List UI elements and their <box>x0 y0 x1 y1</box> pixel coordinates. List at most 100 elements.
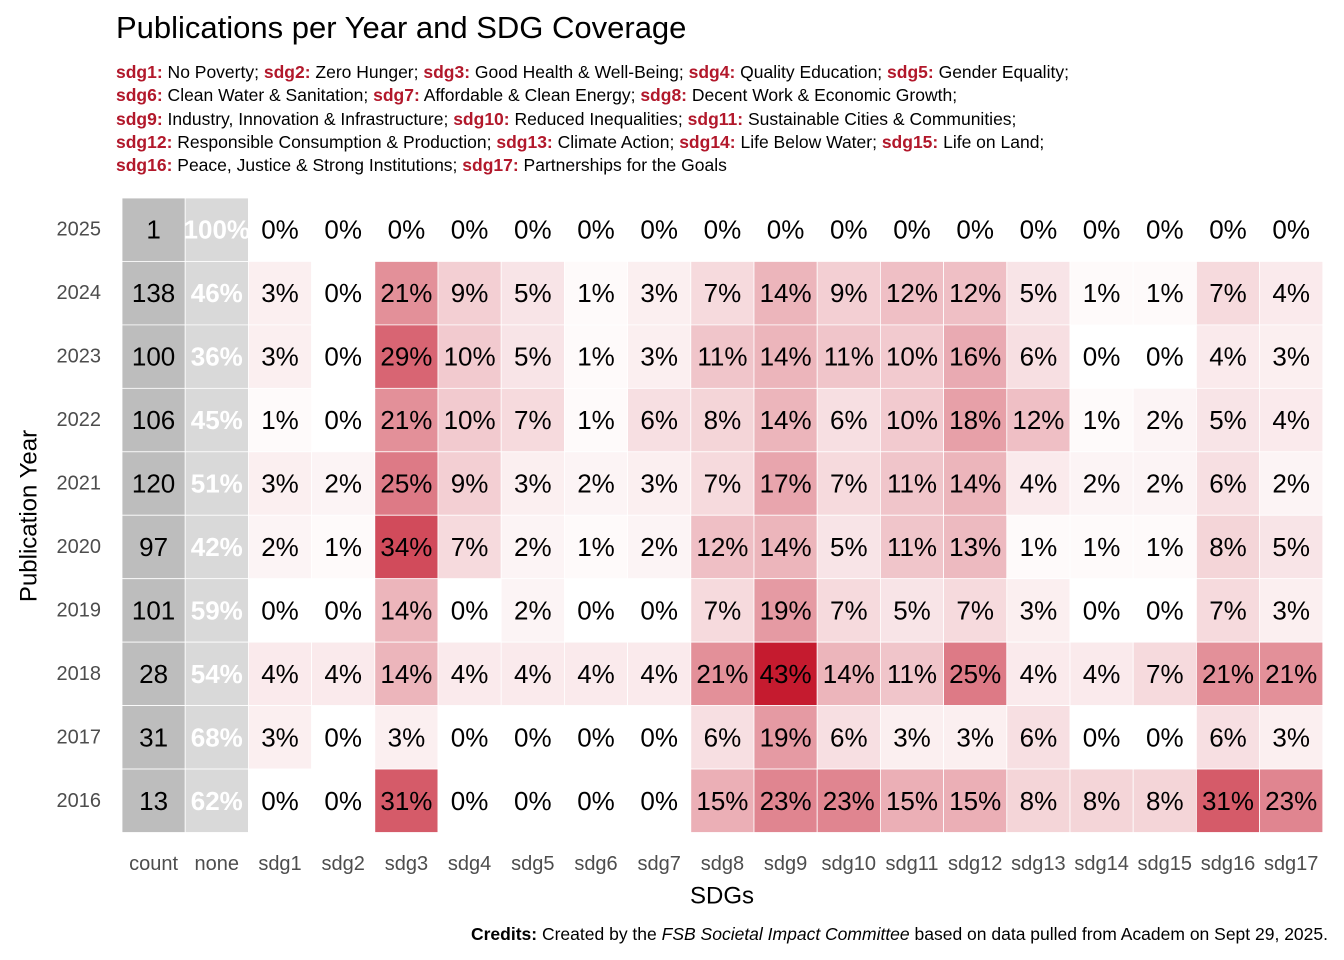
heat-cell <box>500 261 565 326</box>
cell-label: 3% <box>514 469 552 499</box>
sdg-code: sdg13: <box>496 131 553 152</box>
cell-label: 3% <box>261 342 299 372</box>
sdg-name: Climate Action; <box>552 131 680 152</box>
year-tick-label: 2022 <box>57 409 102 431</box>
none-label: 59% <box>191 595 243 625</box>
heat-cell <box>437 768 502 833</box>
cell-label: 5% <box>514 278 552 308</box>
cell-label: 0% <box>893 215 931 245</box>
heat-cell <box>943 705 1008 770</box>
column-tick-label: none <box>195 853 240 875</box>
sdg-legend-line: sdg16: Peace, Justice & Strong Instituti… <box>116 154 1069 177</box>
none-cell <box>184 451 249 516</box>
cell-label: 2% <box>1146 469 1184 499</box>
heat-cell <box>1196 324 1261 389</box>
sdg-code: sdg1: <box>116 62 163 82</box>
heat-cell <box>1132 324 1197 389</box>
cell-label: 12% <box>696 532 748 562</box>
cell-label: 6% <box>830 405 868 435</box>
heat-cell <box>753 768 818 833</box>
cell-label: 5% <box>1209 405 1247 435</box>
count-cell <box>121 197 186 262</box>
cell-label: 0% <box>514 786 552 816</box>
cell-label: 17% <box>760 469 812 499</box>
heat-cell <box>753 197 818 262</box>
none-label: 45% <box>191 405 243 435</box>
cell-label: 25% <box>380 469 432 499</box>
heat-cell <box>1069 324 1134 389</box>
sdg-name: Responsible Consumption & Production; <box>172 131 497 152</box>
cell-label: 14% <box>380 659 432 689</box>
cell-label: 19% <box>760 722 812 752</box>
cell-label: 8% <box>704 405 742 435</box>
heat-cell <box>374 578 439 643</box>
cell-label: 43% <box>760 659 812 689</box>
sdg-legend-text: sdg1: No Poverty; sdg2: Zero Hunger; sdg… <box>116 61 1069 177</box>
none-cell <box>184 641 249 707</box>
cell-label: 4% <box>451 659 489 689</box>
cell-label: 0% <box>1272 215 1310 245</box>
cell-label: 31% <box>1202 786 1254 816</box>
column-tick-label: sdg5 <box>511 853 554 875</box>
none-cell <box>184 578 249 643</box>
cell-label: 0% <box>324 786 362 816</box>
cell-label: 0% <box>577 786 615 816</box>
heat-cell <box>311 768 376 833</box>
cell-label: 14% <box>760 342 812 372</box>
heat-cell <box>247 261 312 326</box>
heat-cell <box>627 641 692 707</box>
cell-label: 7% <box>704 595 742 625</box>
heat-cell <box>1069 578 1134 643</box>
cell-label: 0% <box>261 786 299 816</box>
cell-label: 7% <box>1209 278 1247 308</box>
cell-label: 21% <box>1202 659 1254 689</box>
cell-label: 0% <box>324 722 362 752</box>
none-label: 46% <box>191 278 243 308</box>
cell-label: 14% <box>380 595 432 625</box>
heat-cell <box>247 514 312 580</box>
cell-label: 1% <box>577 342 615 372</box>
heat-cell <box>943 261 1008 326</box>
column-tick-label: sdg10 <box>822 853 877 875</box>
none-label: 36% <box>191 342 243 372</box>
year-tick-label: 2016 <box>57 790 102 812</box>
heat-cell <box>564 705 629 770</box>
heat-cell <box>1259 324 1324 389</box>
cell-label: 0% <box>451 215 489 245</box>
cell-label: 1% <box>1083 405 1121 435</box>
heat-cell <box>1006 768 1071 833</box>
heat-cell <box>753 451 818 516</box>
cell-label: 29% <box>380 342 432 372</box>
cell-label: 6% <box>704 722 742 752</box>
sdg-name: Life on Land; <box>938 131 1045 152</box>
cell-label: 11% <box>697 342 747 372</box>
cell-label: 7% <box>956 595 994 625</box>
heat-cell <box>943 324 1008 389</box>
heat-cell <box>564 387 629 453</box>
cell-label: 2% <box>324 469 362 499</box>
credits-org: FSB Societal Impact Committee <box>661 924 910 944</box>
heat-cell <box>374 705 439 770</box>
cell-label: 0% <box>261 595 299 625</box>
cell-label: 5% <box>514 342 552 372</box>
heat-cell <box>500 768 565 833</box>
year-tick-label: 2023 <box>57 346 102 368</box>
cell-label: 0% <box>261 215 299 245</box>
heat-cell <box>943 387 1008 453</box>
column-tick-label: sdg11 <box>885 853 938 875</box>
cell-label: 8% <box>1209 532 1247 562</box>
heat-cell <box>753 578 818 643</box>
sdg-name: Affordable & Clean Energy; <box>419 85 641 106</box>
x-axis-title: SDGs <box>690 883 754 910</box>
cell-label: 0% <box>1209 215 1247 245</box>
cell-label: 0% <box>1083 342 1121 372</box>
cell-label: 6% <box>640 405 678 435</box>
cell-label: 1% <box>577 532 615 562</box>
heat-cell <box>564 261 629 326</box>
heat-cell <box>374 387 439 453</box>
cell-label: 5% <box>893 595 931 625</box>
heat-cell <box>880 641 945 707</box>
cell-label: 4% <box>261 659 299 689</box>
column-tick-label: sdg15 <box>1138 853 1193 875</box>
count-label: 1 <box>146 215 160 245</box>
